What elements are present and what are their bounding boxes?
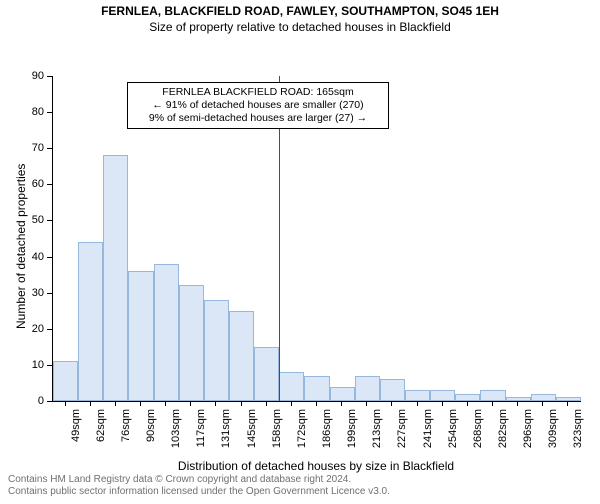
x-tick	[266, 401, 267, 406]
x-tick	[341, 401, 342, 406]
x-tick-label: 117sqm	[195, 409, 207, 459]
y-tick-label: 90	[0, 70, 44, 82]
annotation-line: 9% of semi-detached houses are larger (2…	[134, 112, 382, 125]
plot-area: FERNLEA BLACKFIELD ROAD: 165sqm← 91% of …	[52, 76, 581, 402]
x-tick	[467, 401, 468, 406]
x-tick	[90, 401, 91, 406]
footer-line2: Contains public sector information licen…	[8, 486, 592, 498]
annotation-box: FERNLEA BLACKFIELD ROAD: 165sqm← 91% of …	[127, 82, 389, 129]
x-tick-label: 241sqm	[422, 409, 434, 459]
histogram-bar	[254, 347, 279, 401]
x-tick	[190, 401, 191, 406]
histogram-bar	[455, 394, 480, 401]
y-axis-label: Number of detached properties	[14, 163, 28, 328]
x-tick	[165, 401, 166, 406]
x-tick	[517, 401, 518, 406]
x-tick-label: 172sqm	[296, 409, 308, 459]
y-tick	[47, 293, 52, 294]
histogram-bar	[103, 155, 128, 401]
x-tick-label: 227sqm	[396, 409, 408, 459]
x-tick	[417, 401, 418, 406]
y-tick	[47, 76, 52, 77]
annotation-line: ← 91% of detached houses are smaller (27…	[134, 99, 382, 112]
histogram-bar	[480, 390, 505, 401]
histogram-bar	[78, 242, 103, 401]
histogram-bar	[154, 264, 179, 401]
histogram-bar	[330, 387, 355, 401]
x-tick	[241, 401, 242, 406]
histogram-bar	[304, 376, 329, 401]
x-tick-label: 76sqm	[120, 409, 132, 459]
x-tick-label: 323sqm	[572, 409, 584, 459]
x-tick-label: 296sqm	[522, 409, 534, 459]
y-tick	[47, 184, 52, 185]
histogram-bar	[355, 376, 380, 401]
histogram-bar	[531, 394, 556, 401]
y-tick	[47, 329, 52, 330]
x-tick-label: 131sqm	[220, 409, 232, 459]
x-tick-label: 90sqm	[145, 409, 157, 459]
x-tick	[291, 401, 292, 406]
x-tick-label: 49sqm	[70, 409, 82, 459]
y-tick-label: 80	[0, 106, 44, 118]
histogram-bar	[279, 372, 304, 401]
x-tick	[542, 401, 543, 406]
histogram-bar	[229, 311, 254, 401]
x-tick	[567, 401, 568, 406]
x-tick-label: 62sqm	[95, 409, 107, 459]
y-tick	[47, 365, 52, 366]
x-tick	[391, 401, 392, 406]
y-tick-label: 10	[0, 359, 44, 371]
histogram-bar	[430, 390, 455, 401]
annotation-line: FERNLEA BLACKFIELD ROAD: 165sqm	[134, 86, 382, 99]
histogram-bar	[53, 361, 78, 401]
y-tick-label: 70	[0, 142, 44, 154]
x-tick	[442, 401, 443, 406]
chart-title-line1: FERNLEA, BLACKFIELD ROAD, FAWLEY, SOUTHA…	[0, 0, 600, 18]
chart-title-line2: Size of property relative to detached ho…	[0, 18, 600, 34]
x-tick	[115, 401, 116, 406]
y-tick-label: 0	[0, 395, 44, 407]
footer-line1: Contains HM Land Registry data © Crown c…	[8, 474, 592, 486]
x-tick-label: 145sqm	[246, 409, 258, 459]
x-tick-label: 199sqm	[346, 409, 358, 459]
y-tick	[47, 220, 52, 221]
x-tick-label: 213sqm	[371, 409, 383, 459]
histogram-bar	[179, 285, 204, 401]
footer: Contains HM Land Registry data © Crown c…	[0, 470, 600, 504]
histogram-bar	[380, 379, 405, 401]
histogram-bar	[405, 390, 430, 401]
x-tick-label: 309sqm	[547, 409, 559, 459]
histogram-bar	[128, 271, 153, 401]
y-tick	[47, 401, 52, 402]
y-tick	[47, 148, 52, 149]
x-tick-label: 282sqm	[497, 409, 509, 459]
x-tick-label: 186sqm	[321, 409, 333, 459]
x-tick	[316, 401, 317, 406]
y-tick	[47, 257, 52, 258]
x-tick	[366, 401, 367, 406]
x-tick-label: 268sqm	[472, 409, 484, 459]
x-tick	[140, 401, 141, 406]
y-tick	[47, 112, 52, 113]
histogram-bar	[204, 300, 229, 401]
x-tick	[492, 401, 493, 406]
x-tick-label: 158sqm	[271, 409, 283, 459]
x-tick	[65, 401, 66, 406]
x-tick-label: 254sqm	[447, 409, 459, 459]
x-tick-label: 103sqm	[170, 409, 182, 459]
x-tick	[215, 401, 216, 406]
